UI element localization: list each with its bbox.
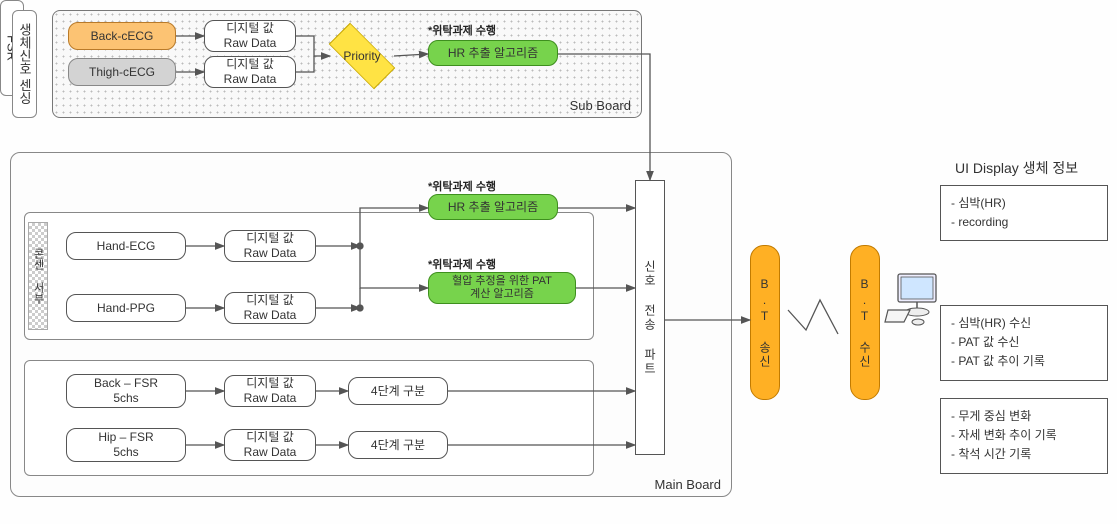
raw4-l2: Raw Data bbox=[244, 308, 297, 323]
node-raw-2: 디지털 값 Raw Data bbox=[204, 56, 296, 88]
raw5-l1: 디지털 값 bbox=[246, 376, 294, 391]
ui-box-1: - 심박(HR) - recording bbox=[940, 185, 1108, 241]
ui2-l2: - PAT 값 수신 bbox=[951, 333, 1097, 352]
raw6-l2: Raw Data bbox=[244, 445, 297, 460]
hipfsr-l2: 5chs bbox=[113, 445, 138, 460]
node-back-fsr: Back – FSR 5chs bbox=[66, 374, 186, 408]
node-pat-algo: 혈압 추정을 위한 PAT 계산 알고리즘 bbox=[428, 272, 576, 304]
node-raw-1: 디지털 값 Raw Data bbox=[204, 20, 296, 52]
backfsr-l1: Back – FSR bbox=[94, 376, 158, 391]
annot-sub: *위탁과제 수행 bbox=[428, 22, 496, 38]
computer-icon bbox=[884, 270, 944, 333]
ui2-l1: - 심박(HR) 수신 bbox=[951, 314, 1097, 333]
pat-l2: 계산 알고리즘 bbox=[470, 288, 534, 301]
node-raw-3: 디지털 값 Raw Data bbox=[224, 230, 316, 262]
node-raw-4: 디지털 값 Raw Data bbox=[224, 292, 316, 324]
ui1-l2: - recording bbox=[951, 213, 1097, 232]
raw3-l1: 디지털 값 bbox=[246, 231, 294, 246]
ui-box-3: - 무게 중심 변화 - 자세 변화 추이 기록 - 착석 시간 기록 bbox=[940, 398, 1108, 474]
node-thigh-cecg: Thigh-cECG bbox=[68, 58, 176, 86]
node-stage4-b: 4단계 구분 bbox=[348, 431, 448, 459]
ui1-l1: - 심박(HR) bbox=[951, 194, 1097, 213]
node-back-cecg: Back-cECG bbox=[68, 22, 176, 50]
node-raw-6: 디지털 값 Raw Data bbox=[224, 429, 316, 461]
ui-display-title: UI Display 생체 정보 bbox=[955, 158, 1078, 178]
sensor-side-label: 콘센 서부 bbox=[28, 222, 48, 330]
node-hand-ppg: Hand-PPG bbox=[66, 294, 186, 322]
node-hand-ecg: Hand-ECG bbox=[66, 232, 186, 260]
raw2-l2: Raw Data bbox=[224, 72, 277, 87]
main-board-title: Main Board bbox=[655, 477, 721, 492]
raw2-l1: 디지털 값 bbox=[226, 57, 274, 72]
bt-tx-pill: B.T 송신 bbox=[750, 245, 780, 400]
node-hip-fsr: Hip – FSR 5chs bbox=[66, 428, 186, 462]
raw3-l2: Raw Data bbox=[244, 246, 297, 261]
sensing-side-label: 생체신호 센싱 bbox=[12, 10, 37, 118]
node-priority: Priority bbox=[330, 34, 394, 78]
hipfsr-l1: Hip – FSR bbox=[98, 430, 153, 445]
raw6-l1: 디지털 값 bbox=[246, 430, 294, 445]
bt-rx-pill: B.T 수신 bbox=[850, 245, 880, 400]
raw1-l1: 디지털 값 bbox=[226, 21, 274, 36]
node-hr-algo-main: HR 추출 알고리즘 bbox=[428, 194, 558, 220]
ui2-l3: - PAT 값 추이 기록 bbox=[951, 352, 1097, 371]
ui3-l2: - 자세 변화 추이 기록 bbox=[951, 426, 1097, 445]
node-hr-algo-sub: HR 추출 알고리즘 bbox=[428, 40, 558, 66]
node-stage4-a: 4단계 구분 bbox=[348, 377, 448, 405]
backfsr-l2: 5chs bbox=[113, 391, 138, 406]
annot-main1: *위탁과제 수행 bbox=[428, 178, 496, 194]
annot-main2: *위탁과제 수행 bbox=[428, 256, 496, 272]
raw5-l2: Raw Data bbox=[244, 391, 297, 406]
ui-box-2: - 심박(HR) 수신 - PAT 값 수신 - PAT 값 추이 기록 bbox=[940, 305, 1108, 381]
raw4-l1: 디지털 값 bbox=[246, 293, 294, 308]
ui3-l3: - 착석 시간 기록 bbox=[951, 445, 1097, 464]
ui3-l1: - 무게 중심 변화 bbox=[951, 407, 1097, 426]
pat-l1: 혈압 추정을 위한 PAT bbox=[452, 275, 552, 288]
raw1-l2: Raw Data bbox=[224, 36, 277, 51]
signal-transfer-part: 신호 전송 파트 bbox=[635, 180, 665, 455]
sub-board-title: Sub Board bbox=[570, 98, 631, 113]
node-raw-5: 디지털 값 Raw Data bbox=[224, 375, 316, 407]
